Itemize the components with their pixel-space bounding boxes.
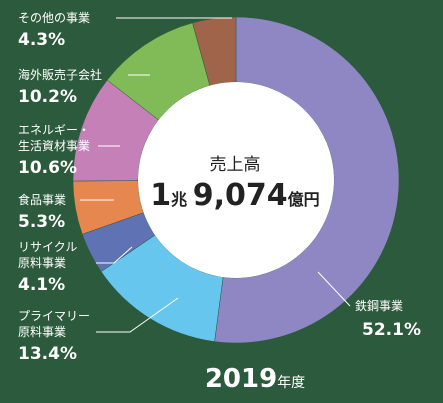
center-label: 売上高	[209, 155, 261, 175]
year-suffix: 年度	[277, 375, 306, 391]
slice-label: 海外販売子会社	[18, 68, 103, 82]
value-label: 10.6%	[18, 158, 77, 178]
total-part: 兆	[171, 190, 188, 209]
value-label: 4.3%	[18, 30, 66, 50]
year-number: 2019	[204, 364, 278, 394]
total-part: 1	[150, 178, 172, 213]
slice	[214, 16, 400, 344]
total-part: 9,074	[192, 178, 288, 213]
value-label: 5.3%	[18, 212, 66, 232]
slice-label: プライマリー 原料事業	[18, 309, 91, 339]
year: 2019年度	[190, 364, 320, 394]
value-label: 13.4%	[18, 344, 77, 364]
value-label: 4.1%	[18, 275, 66, 295]
center-hole	[138, 82, 334, 278]
slice-label: リサイクル 原料事業	[18, 240, 78, 270]
value-label: 10.2%	[18, 87, 77, 107]
center-total: 1兆 9,074億円	[135, 178, 335, 213]
total-part: 億円	[287, 190, 320, 209]
leader-line	[96, 246, 133, 264]
slice-label: エネルギー・ 生活資材事業	[18, 123, 91, 153]
value-label: 52.1%	[362, 320, 421, 340]
leader-line	[317, 271, 351, 307]
leader-line	[96, 297, 179, 333]
slice-label: 食品事業	[18, 193, 67, 207]
slice-label: 鉄鋼事業	[355, 299, 404, 313]
slice-label: その他の事業	[18, 11, 91, 25]
